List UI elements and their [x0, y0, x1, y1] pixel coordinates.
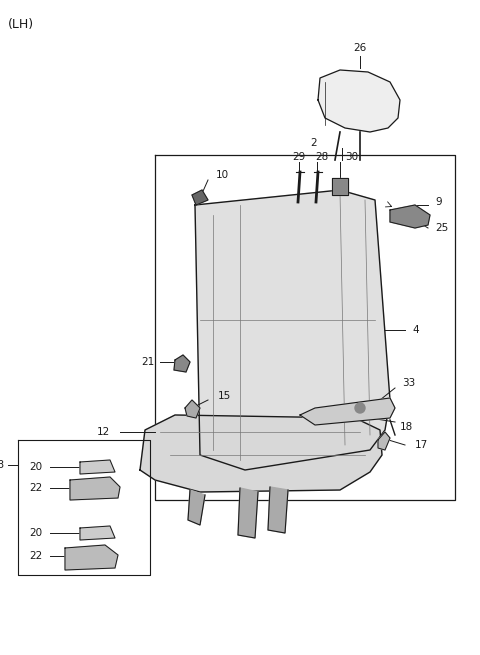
Text: 21: 21	[142, 357, 155, 367]
Text: 25: 25	[435, 223, 448, 233]
Polygon shape	[378, 432, 390, 450]
Polygon shape	[238, 488, 258, 538]
Text: 20: 20	[29, 528, 42, 538]
Polygon shape	[140, 415, 382, 492]
Circle shape	[355, 403, 365, 413]
Text: 33: 33	[402, 378, 415, 388]
Text: 18: 18	[400, 422, 413, 432]
Polygon shape	[188, 490, 205, 525]
Polygon shape	[268, 487, 288, 533]
Text: 12: 12	[97, 427, 110, 437]
Text: (LH): (LH)	[8, 18, 34, 31]
Text: 22: 22	[29, 483, 42, 493]
Polygon shape	[300, 398, 395, 425]
Polygon shape	[195, 190, 390, 470]
Text: 30: 30	[346, 152, 359, 162]
Text: 10: 10	[216, 170, 228, 180]
Text: 20: 20	[29, 462, 42, 472]
Text: 4: 4	[412, 325, 419, 335]
Polygon shape	[174, 355, 190, 372]
Text: 22: 22	[29, 551, 42, 561]
Text: 9: 9	[435, 197, 442, 207]
Polygon shape	[390, 205, 430, 228]
Text: 26: 26	[353, 43, 367, 53]
Polygon shape	[332, 178, 348, 195]
Polygon shape	[70, 477, 120, 500]
Polygon shape	[65, 545, 118, 570]
Text: 17: 17	[415, 440, 428, 450]
Text: 29: 29	[292, 152, 306, 162]
Polygon shape	[192, 190, 208, 205]
Polygon shape	[318, 70, 400, 132]
Text: 15: 15	[218, 391, 231, 401]
Polygon shape	[185, 400, 200, 418]
Text: 23: 23	[0, 460, 4, 470]
Text: 28: 28	[315, 152, 329, 162]
Polygon shape	[80, 526, 115, 540]
Polygon shape	[80, 460, 115, 474]
Text: 2: 2	[311, 138, 317, 148]
